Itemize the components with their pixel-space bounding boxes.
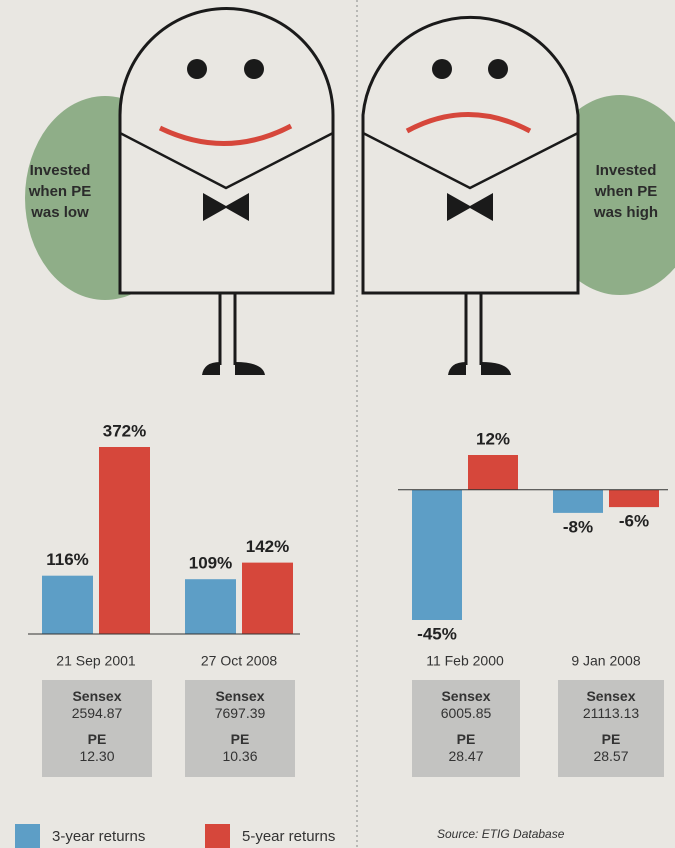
info-box: Sensex 7697.39 PE 10.36 [185,680,295,777]
value-label: 142% [246,537,289,556]
info-box: Sensex 21113.13 PE 28.57 [558,680,664,777]
sensex-value: 2594.87 [71,705,123,721]
pe-value: 28.47 [448,748,484,764]
info-label: PE [230,731,250,747]
feet [202,362,265,375]
info-box: Sensex 2594.87 PE 12.30 [42,680,152,777]
info-label: PE [87,731,107,747]
bar [609,489,659,508]
x-tick-label: 27 Oct 2008 [201,653,277,669]
legs [218,293,237,365]
pe-value: 10.36 [222,748,258,764]
eye [244,59,264,79]
sensex-value: 6005.85 [440,705,492,721]
bar [99,447,150,634]
info-label: PE [456,731,476,747]
value-label: 116% [46,550,89,569]
value-label: 372% [103,421,146,440]
bowtie [203,193,249,221]
eye [432,59,452,79]
legs [464,293,483,365]
annotation: Invested when PE was high [593,162,659,221]
bowtie [447,193,493,221]
head [118,7,335,295]
info-label: Sensex [72,688,122,704]
sensex-value: 21113.13 [582,705,640,721]
x-tick-label: 11 Feb 2000 [426,653,504,669]
x-tick-label: 21 Sep 2001 [56,653,136,669]
info-box: Sensex 6005.85 PE 28.47 [412,680,520,777]
bar [412,489,462,620]
feet [448,362,511,375]
value-label: -45% [417,624,457,643]
smile [158,123,293,146]
collar [119,131,334,190]
value-label: 12% [476,429,510,448]
legend-label: 3-year returns [52,828,145,845]
legend-label: 5-year returns [242,828,335,845]
value-label: -6% [619,512,649,531]
annotation: Invested when PE was low [28,162,92,221]
pe-value: 12.30 [79,748,115,764]
bar [242,562,293,634]
bar [185,579,236,634]
legend-swatch [15,824,40,848]
bar [468,455,518,490]
info-label: PE [601,731,621,747]
info-label: Sensex [215,688,265,704]
eye [187,59,207,79]
x-tick-label: 9 Jan 2008 [571,653,640,669]
pe-value: 28.57 [593,748,629,764]
legend-swatch [205,824,230,848]
eye [488,59,508,79]
info-label: Sensex [586,688,636,704]
head [361,15,580,295]
info-label: Sensex [441,688,491,704]
sensex-value: 7697.39 [214,705,266,721]
frown [405,112,532,134]
bar [42,575,93,634]
collar [362,131,579,190]
bar [553,489,603,513]
value-label: -8% [563,517,593,536]
source: Source: ETIG Database [437,827,565,841]
value-label: 109% [189,554,232,573]
